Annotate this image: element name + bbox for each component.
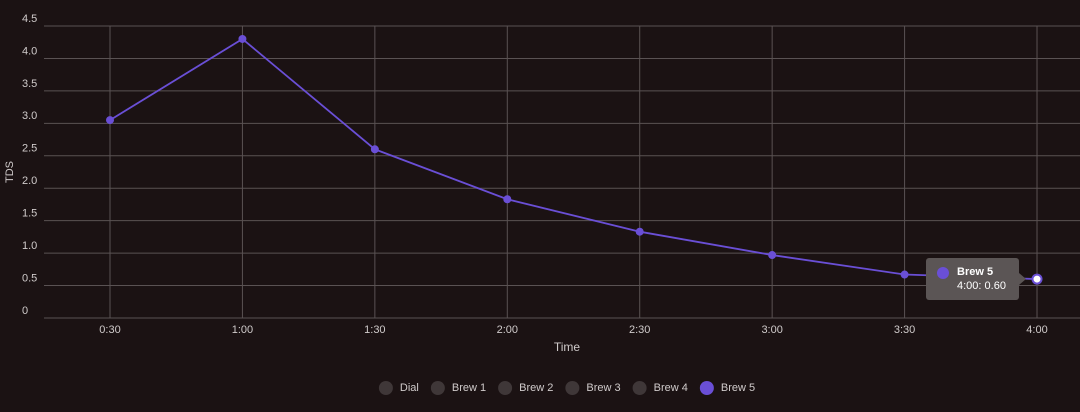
y-axis-label: TDS [4, 161, 16, 183]
data-point [900, 270, 909, 279]
data-point [238, 34, 247, 43]
x-tick-label: 4:00 [1026, 324, 1047, 336]
legend: Dial Brew 1 Brew 2 Brew 3 Brew 4 Brew 5 [378, 381, 755, 395]
legend-swatch [699, 381, 714, 395]
y-tick-label: 2.0 [22, 175, 37, 187]
legend-label: Brew 2 [519, 382, 553, 394]
x-tick-label: 1:30 [364, 324, 385, 336]
data-point [106, 116, 114, 125]
legend-item[interactable]: Brew 4 [632, 381, 688, 395]
data-point [635, 227, 644, 236]
tooltip-title: Brew 5 [957, 266, 993, 278]
data-point [768, 251, 777, 260]
legend-label: Brew 4 [654, 382, 688, 394]
tooltip-box [926, 258, 1019, 300]
legend-swatch [378, 381, 393, 395]
y-tick-label: 4.0 [22, 45, 37, 57]
y-tick-label: 4.5 [22, 13, 37, 25]
x-tick-label: 0:30 [99, 324, 120, 336]
data-point [370, 145, 379, 154]
legend-swatch [498, 381, 513, 395]
legend-item[interactable]: Dial [378, 381, 419, 395]
x-tick-label: 3:30 [894, 324, 915, 336]
legend-swatch [565, 381, 580, 395]
legend-item[interactable]: Brew 5 [699, 381, 755, 395]
y-tick-label: 3.5 [22, 78, 37, 90]
y-tick-label: 0.5 [22, 272, 37, 284]
data-point [1031, 273, 1043, 285]
x-tick-label: 2:30 [629, 324, 650, 336]
tooltip: Brew 5 4:00: 0.60 [926, 258, 1026, 300]
x-tick-label: 2:00 [497, 324, 518, 336]
data-point [503, 195, 512, 204]
data-line [109, 37, 1038, 280]
legend-label: Brew 3 [586, 382, 620, 394]
y-tick-label: 1.5 [22, 208, 37, 220]
tooltip-swatch [937, 267, 949, 279]
legend-item[interactable]: Brew 3 [565, 381, 621, 395]
y-tick-label: 2.5 [22, 143, 37, 155]
legend-label: Dial [400, 382, 419, 394]
legend-item[interactable]: Brew 1 [430, 381, 486, 395]
x-tick-label: 3:00 [761, 324, 782, 336]
legend-swatch [430, 381, 445, 395]
y-tick-label: 0 [22, 305, 28, 317]
tooltip-text: 4:00: 0.60 [957, 280, 1006, 292]
tooltip-pointer [1019, 273, 1026, 285]
legend-label: Brew 1 [452, 382, 486, 394]
y-tick-label: 1.0 [22, 240, 37, 252]
legend-item[interactable]: Brew 2 [498, 381, 553, 395]
legend-swatch [632, 381, 647, 395]
legend-label: Brew 5 [721, 382, 755, 394]
x-tick-label: 1:00 [232, 324, 253, 336]
y-tick-label: 3.0 [22, 110, 37, 122]
x-axis-label: Time [554, 340, 581, 354]
